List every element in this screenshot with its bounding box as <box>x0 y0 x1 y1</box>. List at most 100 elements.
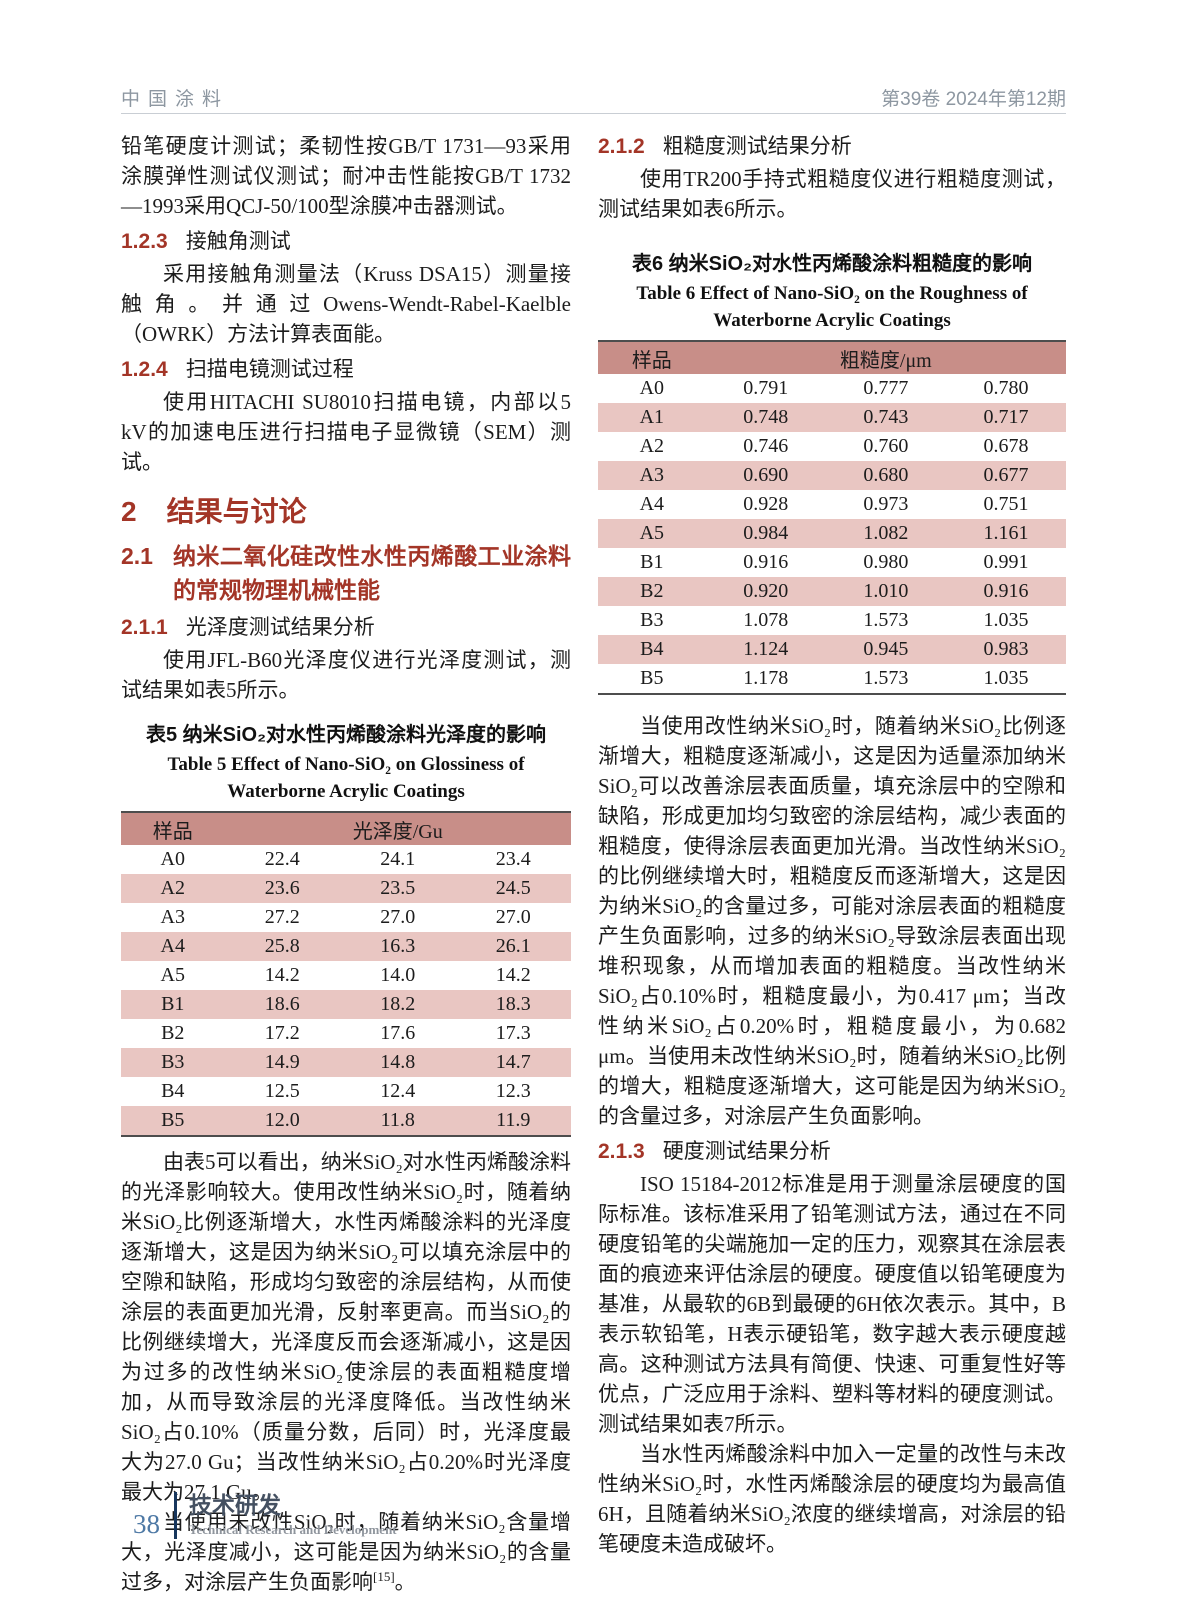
issue-info: 第39卷 2024年第12期 <box>881 89 1066 110</box>
table-cell-value: 18.2 <box>340 990 456 1019</box>
footer-section-cn: 技术研发 <box>189 1492 281 1518</box>
table-cell-value: 1.124 <box>705 635 826 664</box>
table-row: A0 0.791 0.777 0.780 <box>598 374 1066 403</box>
table-cell-value: 1.082 <box>825 519 946 548</box>
heading-2-1-2: 2.1.2 粗糙度测试结果分析 <box>598 131 1066 161</box>
table-cell-value: 1.035 <box>983 609 1029 631</box>
table-row: B2 0.920 1.010 0.916 <box>598 577 1066 606</box>
table-cell-value: 14.2 <box>264 964 300 986</box>
table-cell-sample: A3 <box>598 461 706 490</box>
column-header-sample: 样品 <box>598 341 706 374</box>
table-cell-sample: B4 <box>161 1080 185 1102</box>
table-cell-sample: A0 <box>160 848 185 870</box>
heading-title: 硬度测试结果分析 <box>662 1139 831 1163</box>
heading-number: 2.1.2 <box>598 135 645 158</box>
table-cell-sample: B3 <box>121 1048 225 1077</box>
heading-number: 1.2.3 <box>121 230 168 253</box>
table-cell-sample: A4 <box>639 493 665 515</box>
column-header-gloss: 光泽度/Gu <box>224 812 571 845</box>
table-cell-value: 1.035 <box>983 667 1029 689</box>
table6-roughness: 样品 粗糙度/μm A0 0.791 0.777 0.780 A1 0.748 0.743 0… <box>598 340 1066 695</box>
table-cell-value: 12.0 <box>224 1106 340 1136</box>
table-cell-value: 0.928 <box>743 493 789 515</box>
table-cell-value: 0.920 <box>705 577 826 606</box>
table-cell-value: 17.6 <box>380 1022 416 1044</box>
left-column: 铅笔硬度计测试；柔韧性按GB/T 1731—93采用涂膜弹性测试仪测试；耐冲击性… <box>121 131 571 1597</box>
table-cell-sample: B5 <box>121 1106 225 1136</box>
paragraph-roughness-discussion: 当使用改性纳米SiO₂时，随着纳米SiO₂比例逐渐增大，粗糙度逐渐减小，这是因为… <box>598 714 1066 1128</box>
table-row: B2 17.2 17.6 17.3 <box>121 1019 571 1048</box>
table-cell-value: 0.743 <box>825 403 946 432</box>
table6-caption-cn: 表6 纳米SiO₂对水性丙烯酸涂料粗糙度的影响 <box>631 253 1033 275</box>
table6-caption-en: Table 6 Effect of Nano-SiO₂ on the Rough… <box>636 283 1028 331</box>
paragraph-text: 当使用未改性SiO₂时，随着纳米SiO₂含量增大，光泽度减小，这可能是因为纳米S… <box>121 1510 571 1594</box>
table-cell-value: 26.1 <box>455 932 571 961</box>
footer-section-en: Technical Research and Development <box>189 1522 397 1537</box>
table-cell-value: 25.8 <box>224 932 340 961</box>
table-cell-value: 27.0 <box>380 906 416 928</box>
table-cell-value: 0.983 <box>945 635 1066 664</box>
paragraph-gloss-intro: 使用JFL-B60光泽度仪进行光泽度测试，测试结果如表5所示。 <box>121 648 571 702</box>
table5-glossiness: 样品 光泽度/Gu A0 22.4 24.1 23.4 A2 23.6 23.5 24.5 A3… <box>121 811 571 1137</box>
table-cell-value: 0.945 <box>825 635 946 664</box>
table-cell-value: 12.4 <box>380 1080 416 1102</box>
heading-title: 光泽度测试结果分析 <box>185 615 375 639</box>
table-cell-value: 14.7 <box>455 1048 571 1077</box>
table-cell-sample: A5 <box>160 964 185 986</box>
table-cell-sample: A3 <box>160 906 185 928</box>
reference-15: [15] <box>373 1569 395 1584</box>
table-row: A3 27.2 27.0 27.0 <box>121 903 571 932</box>
table-cell-value: 22.4 <box>264 848 300 870</box>
table-cell-sample: A0 <box>639 377 665 399</box>
table-cell-value: 0.991 <box>983 551 1029 573</box>
table-row: A5 14.2 14.0 14.2 <box>121 961 571 990</box>
heading-number: 2 <box>121 496 137 527</box>
table-row: B3 14.9 14.8 14.7 <box>121 1048 571 1077</box>
table-cell-value: 12.5 <box>264 1080 300 1102</box>
table-cell-sample: B1 <box>121 990 225 1019</box>
table-row: A2 0.746 0.760 0.678 <box>598 432 1066 461</box>
page-number: 38 <box>133 1509 160 1539</box>
table-cell-sample: A4 <box>121 932 225 961</box>
heading-1-2-4: 1.2.4 扫描电镜测试过程 <box>121 354 571 384</box>
table-cell-sample: B2 <box>598 577 706 606</box>
table-row: B5 1.178 1.573 1.035 <box>598 664 1066 694</box>
header-rule <box>121 113 1066 114</box>
heading-title: 扫描电镜测试过程 <box>185 357 354 381</box>
table-cell-value: 27.2 <box>264 906 300 928</box>
heading-2-1-1: 2.1.1 光泽度测试结果分析 <box>121 612 571 642</box>
heading-number: 2.1.3 <box>598 1140 645 1163</box>
table-row: B4 12.5 12.4 12.3 <box>121 1077 571 1106</box>
table6-caption: 表6 纳米SiO₂对水性丙烯酸涂料粗糙度的影响 Table 6 Effect o… <box>598 250 1066 334</box>
paragraph-sem: 使用HITACHI SU8010扫描电镜，内部以5 kV的加速电压进行扫描电子显… <box>121 390 571 474</box>
table-cell-sample: B2 <box>161 1022 185 1044</box>
table-row: A1 0.748 0.743 0.717 <box>598 403 1066 432</box>
table-header-row: 样品 光泽度/Gu <box>121 812 571 845</box>
heading-2-1: 2.1 纳米二氧化硅改性水性丙烯酸工业涂料的常规物理机械性能 <box>121 539 571 607</box>
heading-title: 粗糙度测试结果分析 <box>662 134 852 158</box>
table-header-row: 样品 粗糙度/μm <box>598 341 1066 374</box>
table-cell-value: 11.9 <box>455 1106 571 1136</box>
table5-caption-cn: 表5 纳米SiO₂对水性丙烯酸涂料光泽度的影响 <box>145 724 547 746</box>
heading-title: 纳米二氧化硅改性水性丙烯酸工业涂料的常规物理机械性能 <box>172 543 571 603</box>
table-cell-value: 16.3 <box>340 932 456 961</box>
heading-number: 1.2.4 <box>121 358 168 381</box>
table-cell-value: 1.010 <box>825 577 946 606</box>
table-row: B3 1.078 1.573 1.035 <box>598 606 1066 635</box>
table-cell-sample: A5 <box>598 519 706 548</box>
table-cell-sample: B4 <box>598 635 706 664</box>
table-row: B1 18.6 18.2 18.3 <box>121 990 571 1019</box>
table-cell-value: 0.690 <box>705 461 826 490</box>
table-cell-sample: A2 <box>121 874 225 903</box>
table-cell-value: 14.9 <box>224 1048 340 1077</box>
page-header: 中国涂料 第39卷 2024年第12期 <box>121 84 1066 111</box>
paragraph-text: 。 <box>394 1570 416 1594</box>
table-cell-value: 0.791 <box>743 377 789 399</box>
table-row: A5 0.984 1.082 1.161 <box>598 519 1066 548</box>
heading-title: 接触角测试 <box>185 229 291 253</box>
table-cell-value: 17.2 <box>264 1022 300 1044</box>
table5-caption: 表5 纳米SiO₂对水性丙烯酸涂料光泽度的影响 Table 5 Effect o… <box>121 721 571 805</box>
table-cell-value: 12.3 <box>495 1080 531 1102</box>
table-cell-value: 17.3 <box>495 1022 531 1044</box>
